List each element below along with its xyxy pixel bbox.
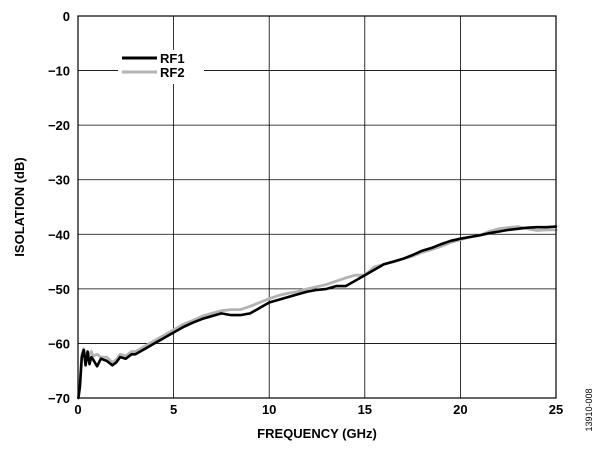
series-lines (77, 225, 558, 400)
y-tick-label: −20 (48, 118, 70, 133)
legend-label-rf2: RF2 (160, 65, 185, 80)
plot-frame (77, 15, 557, 399)
legend-label-rf1: RF1 (160, 51, 185, 66)
y-tick-label: −50 (48, 282, 70, 297)
x-axis-title: FREQUENCY (GHz) (257, 426, 377, 441)
x-tick-label: 0 (74, 402, 81, 417)
figure-id: 13910-008 (584, 388, 594, 431)
y-axis-title: ISOLATION (dB) (12, 157, 27, 256)
series-line-rf1 (77, 225, 558, 400)
y-tick-label: −30 (48, 173, 70, 188)
y-tick-label: −70 (48, 391, 70, 406)
y-tick-label: 0 (63, 9, 70, 24)
x-tick-label: 5 (170, 402, 177, 417)
series-line-rf2 (77, 225, 558, 400)
tick-labels: 0 5 10 15 20 25 0 −10 −20 −30 −40 −50 −60 −70 (48, 9, 563, 417)
legend: RF1 RF2 (118, 50, 204, 84)
x-tick-label: 15 (358, 402, 372, 417)
y-tick-label: −60 (48, 336, 70, 351)
legend-box (118, 50, 204, 84)
y-tick-label: −40 (48, 227, 70, 242)
x-tick-label: 25 (549, 402, 563, 417)
y-tick-label: −10 (48, 64, 70, 79)
x-tick-label: 10 (262, 402, 276, 417)
x-tick-label: 20 (453, 402, 467, 417)
